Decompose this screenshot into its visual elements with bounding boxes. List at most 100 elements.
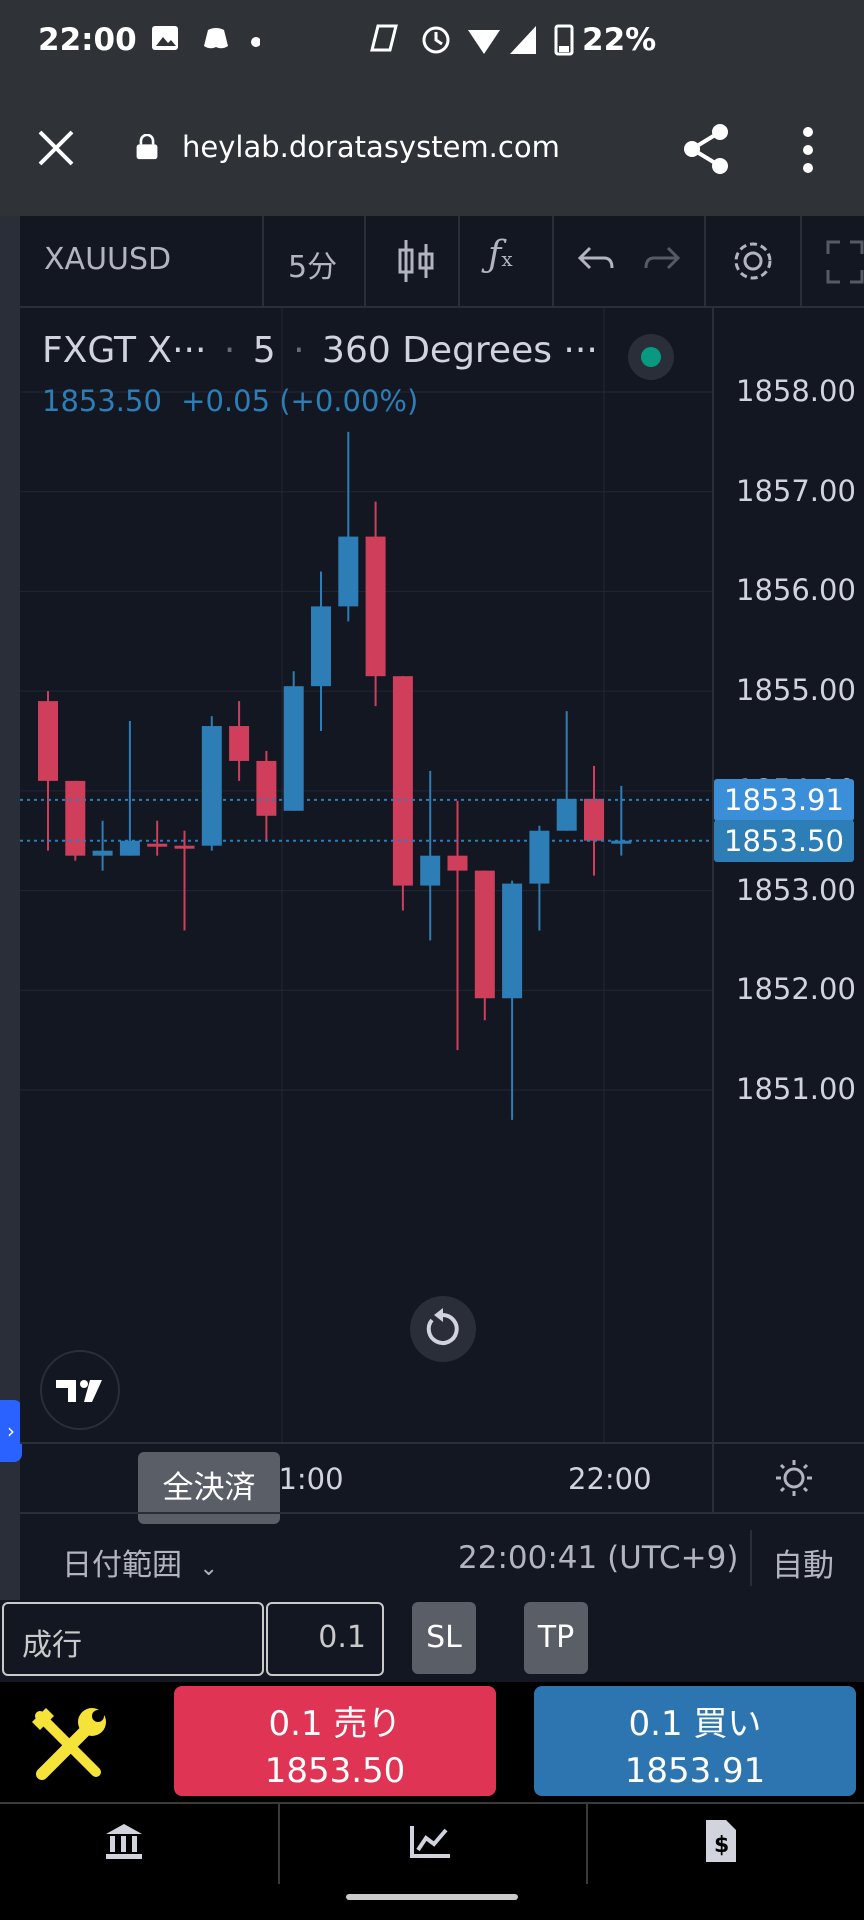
candle-body [201,726,222,846]
nav-chart-button[interactable] [280,1804,584,1886]
chart-area[interactable] [20,308,712,1442]
left-edge [0,216,20,1600]
legend-dot: · [223,330,236,371]
browser-toolbar: heylab.doratasystem.com [0,88,864,216]
legend-symbol: FXGT X··· [42,330,207,371]
candle-body [119,840,140,856]
more-vertical-icon [803,127,813,173]
price-tick-label: 1855.00 [736,673,856,708]
candle-body [311,606,331,687]
auto-scale-button[interactable]: 自動 [772,1548,834,1584]
candlestick-icon [398,240,434,282]
fullscreen-button[interactable] [826,240,864,288]
reset-chart-button[interactable] [410,1296,476,1362]
system-icons [368,20,578,68]
gesture-bar [0,1884,864,1920]
legend-indicator: 360 Degrees ··· [322,330,598,371]
candlestick-chart[interactable] [20,308,712,1442]
bank-icon [106,1824,142,1859]
gallery-discord-icons [152,26,261,50]
chart-legend[interactable]: FXGT X··· · 5 · 360 Degrees ··· [42,330,598,371]
date-range-label: 日付範囲 [62,1548,182,1583]
candle-body [584,798,604,841]
nav-account-button[interactable] [0,1804,276,1886]
home-indicator [346,1894,518,1900]
close-tab-button[interactable] [36,128,76,179]
sl-button[interactable]: SL [412,1602,476,1674]
price-tick-label: 1853.00 [736,872,856,907]
symbol-button[interactable]: XAUUSD [44,242,172,277]
tp-button[interactable]: TP [524,1602,588,1674]
price-axis[interactable]: 1858.00 1857.00 1856.00 1855.00 1853.00 1852.… [712,308,864,1442]
clock-display[interactable]: 22:00:41 (UTC+9) [458,1540,739,1576]
time-label-2: 22:00 [568,1462,652,1496]
order-type-select[interactable]: 成行 [2,1602,264,1676]
trade-bar: 0.1 売り 1853.50 0.1 買い 1853.91 [0,1682,864,1802]
overflow-menu-button[interactable] [798,126,818,180]
divider [750,1530,752,1586]
side-panel-toggle[interactable]: › [0,1400,22,1462]
price-tick-label: 1852.00 [736,972,856,1007]
status-time: 22:00 [38,22,137,58]
date-range-button[interactable]: 日付範囲 ⌄ [62,1540,218,1584]
candle-body [65,780,86,856]
tools-icon [32,1708,106,1780]
buy-price: 1853.91 [624,1751,766,1791]
refresh-icon [426,1308,459,1345]
toolbar-divider [262,216,264,306]
candle-body [338,536,359,607]
invoice-icon: $ [706,1820,736,1862]
fullscreen-icon [826,240,864,284]
indicators-button[interactable]: ƒx [488,234,513,275]
nfc-alarm-wifi-signal-battery-icons [370,24,574,56]
undo-icon [577,246,614,270]
toolbar-divider [800,216,802,306]
date-range-bar: 日付範囲 ⌄ 22:00:41 (UTC+9) 自動 [20,1512,864,1602]
timeframe-button[interactable]: 5分 [288,250,338,285]
undo-button[interactable] [576,242,616,282]
nav-divider [278,1804,280,1886]
axis-divider [712,1444,714,1514]
sell-button[interactable]: 0.1 売り 1853.50 [174,1686,496,1796]
redo-icon [644,246,681,270]
toolbar-divider [552,216,554,306]
function-icon: ƒx [488,234,513,275]
market-open-indicator [641,347,661,367]
theme-toggle-button[interactable] [774,1458,814,1502]
quantity-input[interactable]: 0.1 [266,1602,384,1676]
chart-toolbar: XAUUSD 5分 ƒx [20,216,864,308]
price-tick-label: 1856.00 [736,573,856,608]
share-button[interactable] [682,122,732,180]
sun-icon [776,1460,812,1496]
candle-body [556,798,577,831]
nav-report-button[interactable]: $ [588,1804,864,1886]
tools-button[interactable] [26,1702,112,1792]
legend-dot: · [293,330,305,371]
bid-price-badge: 1853.50 [714,819,854,862]
order-settings-row: 成行 0.1 SL TP [0,1600,864,1680]
legend-interval: 5 [252,330,276,371]
redo-button[interactable] [642,242,682,282]
toolbar-divider [704,216,706,306]
chart-line-icon [410,1826,450,1858]
candle-body [229,726,250,761]
quantity-value: 0.1 [318,1620,366,1655]
candle-body [447,855,468,871]
ask-price-badge: 1853.91 [714,778,854,821]
price-tick-label: 1857.00 [736,473,856,508]
nav-divider [586,1804,588,1886]
candle-body [283,686,304,811]
candle-body [529,830,550,884]
chevron-down-icon: ⌄ [199,1556,218,1581]
candle-body [174,845,195,849]
tradingview-logo[interactable] [40,1350,120,1430]
buy-button[interactable]: 0.1 買い 1853.91 [534,1686,856,1796]
close-icon [38,130,74,166]
price-tick-label: 1858.00 [736,374,856,408]
svg-text:$: $ [714,1833,729,1858]
settings-button[interactable] [728,236,778,290]
url-text[interactable]: heylab.doratasystem.com [182,130,560,164]
market-status[interactable] [628,334,674,380]
chart-type-button[interactable] [396,238,436,288]
candle-body [611,840,632,844]
